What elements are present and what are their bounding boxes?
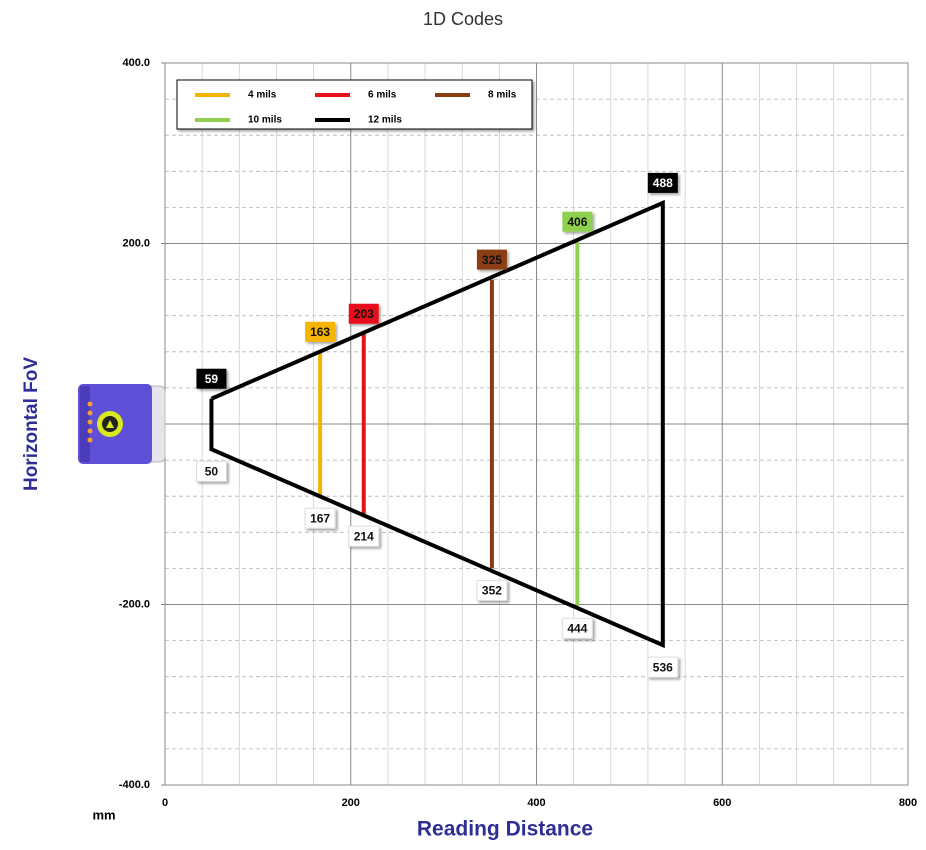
scanner-side [80,386,90,462]
point-label-box [348,525,380,547]
y-axis-label: Horizontal FoV [21,357,42,491]
point-label-box [561,617,593,639]
unit-label: mm [92,807,115,822]
point-label: 203 [354,307,374,321]
x-tick-label: 400 [527,797,545,809]
point-label-box [348,303,379,324]
x-axis-label: Reading Distance [417,818,593,841]
x-tick-label: 200 [342,797,360,809]
y-tick-label: -200.0 [119,598,150,610]
chart-title: 1D Codes [423,9,503,29]
point-label: 325 [482,253,502,267]
y-tick-label: 200.0 [122,237,150,249]
point-label-box [562,211,593,232]
scanner-led [87,437,93,443]
series-line [209,199,665,649]
point-label: 167 [310,511,330,525]
legend: 4 mils 6 mils 8 mils 10 mils 12 mils [176,79,533,130]
x-tick-label: 0 [162,797,168,809]
legend-label: 12 mils [368,115,402,126]
point-label: 352 [482,584,502,598]
scanner-led [87,401,93,407]
point-label-box [476,579,508,601]
point-label: 536 [653,660,673,674]
marks: 163 167 203 214 325 352 406 444 59 488 536 50 [195,172,679,678]
y-tick-label: 400.0 [122,57,150,69]
point-label-box [647,656,679,678]
point-label-box [195,460,227,482]
point-label: 214 [354,529,374,543]
legend-label: 4 mils [248,90,277,101]
point-label: 163 [310,325,330,339]
point-label-box [196,368,227,389]
scanner-led [87,428,93,434]
scanner-led [87,410,93,416]
point-label-box [647,172,678,193]
x-tick-label: 600 [713,797,731,809]
legend-box [176,79,533,130]
point-label: 444 [567,621,587,635]
grid: 0 200 400 600 800 400.0 200.0 -200.0 -400.0 [119,57,917,809]
y-tick-label: -400.0 [119,779,150,791]
scanner-led [87,419,93,425]
point-label-box [304,507,336,529]
point-label: 488 [653,176,673,190]
scanner-mark [106,420,114,428]
scanner-icon [78,384,166,464]
point-label: 406 [567,215,587,229]
legend-label: 8 mils [488,90,517,101]
point-label: 59 [205,372,219,386]
point-label-box [476,249,507,270]
point-label-box [305,321,336,342]
legend-label: 6 mils [368,90,397,101]
x-tick-label: 800 [899,797,917,809]
legend-label: 10 mils [248,115,282,126]
point-label: 50 [205,464,219,478]
